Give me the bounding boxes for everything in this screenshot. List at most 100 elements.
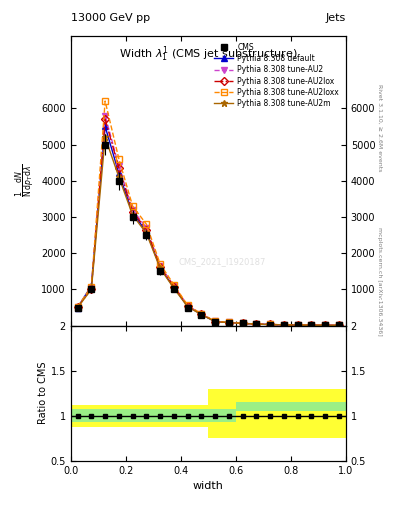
- Pythia 8.308 tune-AU2loxx: [199, 311, 204, 317]
- Pythia 8.308 tune-AU2lox: [158, 264, 163, 270]
- Pythia 8.308 tune-AU2m: [268, 322, 272, 328]
- Pythia 8.308 tune-AU2: [336, 323, 341, 329]
- Pythia 8.308 tune-AU2lox: [171, 284, 176, 290]
- Pythia 8.308 tune-AU2m: [281, 322, 286, 328]
- Line: Pythia 8.308 tune-AU2lox: Pythia 8.308 tune-AU2lox: [75, 116, 342, 328]
- Pythia 8.308 default: [158, 265, 163, 271]
- Y-axis label: Ratio to CMS: Ratio to CMS: [38, 362, 48, 424]
- Y-axis label: $\frac{1}{\mathrm{N}}\frac{\mathrm{d}N}{\mathrm{d}p_T\,\mathrm{d}\lambda}$: $\frac{1}{\mathrm{N}}\frac{\mathrm{d}N}{…: [15, 164, 39, 198]
- Pythia 8.308 tune-AU2loxx: [323, 322, 328, 328]
- Pythia 8.308 tune-AU2m: [103, 134, 108, 140]
- Pythia 8.308 tune-AU2m: [336, 323, 341, 329]
- Pythia 8.308 tune-AU2m: [213, 318, 218, 325]
- Text: mcplots.cern.ch [arXiv:1306.3436]: mcplots.cern.ch [arXiv:1306.3436]: [377, 227, 382, 336]
- Pythia 8.308 tune-AU2loxx: [116, 156, 121, 162]
- Pythia 8.308 tune-AU2loxx: [75, 304, 80, 310]
- Pythia 8.308 tune-AU2m: [226, 319, 231, 326]
- Pythia 8.308 tune-AU2: [226, 319, 231, 326]
- Pythia 8.308 default: [103, 123, 108, 130]
- Pythia 8.308 default: [185, 303, 190, 309]
- Text: 13000 GeV pp: 13000 GeV pp: [71, 13, 150, 23]
- Pythia 8.308 tune-AU2m: [309, 322, 314, 328]
- Pythia 8.308 tune-AU2m: [144, 230, 149, 237]
- Pythia 8.308 tune-AU2loxx: [213, 318, 218, 324]
- Pythia 8.308 tune-AU2loxx: [158, 261, 163, 267]
- Pythia 8.308 tune-AU2loxx: [254, 321, 259, 327]
- Pythia 8.308 tune-AU2: [103, 113, 108, 119]
- Pythia 8.308 tune-AU2lox: [213, 318, 218, 325]
- Line: Pythia 8.308 tune-AU2m: Pythia 8.308 tune-AU2m: [74, 134, 342, 329]
- Pythia 8.308 default: [171, 285, 176, 291]
- Pythia 8.308 tune-AU2: [213, 318, 218, 325]
- Pythia 8.308 tune-AU2m: [185, 304, 190, 310]
- Pythia 8.308 tune-AU2: [309, 322, 314, 328]
- Pythia 8.308 tune-AU2loxx: [240, 320, 245, 326]
- Pythia 8.308 default: [130, 210, 135, 217]
- Pythia 8.308 tune-AU2m: [240, 321, 245, 327]
- Pythia 8.308 tune-AU2lox: [75, 304, 80, 310]
- Pythia 8.308 tune-AU2: [185, 303, 190, 309]
- Pythia 8.308 tune-AU2m: [199, 311, 204, 317]
- Pythia 8.308 tune-AU2m: [89, 286, 94, 292]
- Pythia 8.308 tune-AU2m: [130, 212, 135, 218]
- Pythia 8.308 tune-AU2lox: [130, 208, 135, 215]
- Pythia 8.308 default: [75, 305, 80, 311]
- Pythia 8.308 tune-AU2: [116, 163, 121, 169]
- Pythia 8.308 default: [226, 319, 231, 326]
- Pythia 8.308 tune-AU2lox: [103, 116, 108, 122]
- Pythia 8.308 tune-AU2loxx: [226, 319, 231, 326]
- Pythia 8.308 tune-AU2lox: [226, 319, 231, 326]
- Pythia 8.308 tune-AU2loxx: [185, 302, 190, 308]
- Pythia 8.308 default: [336, 323, 341, 329]
- Pythia 8.308 default: [295, 322, 300, 328]
- Pythia 8.308 tune-AU2: [281, 322, 286, 328]
- Line: Pythia 8.308 tune-AU2loxx: Pythia 8.308 tune-AU2loxx: [75, 98, 342, 328]
- Pythia 8.308 tune-AU2m: [116, 174, 121, 180]
- Pythia 8.308 tune-AU2m: [171, 285, 176, 291]
- Pythia 8.308 default: [309, 322, 314, 328]
- Pythia 8.308 tune-AU2loxx: [171, 282, 176, 288]
- Pythia 8.308 tune-AU2lox: [281, 322, 286, 328]
- Pythia 8.308 tune-AU2m: [323, 322, 328, 328]
- Pythia 8.308 tune-AU2: [268, 322, 272, 328]
- Legend: CMS, Pythia 8.308 default, Pythia 8.308 tune-AU2, Pythia 8.308 tune-AU2lox, Pyth: CMS, Pythia 8.308 default, Pythia 8.308 …: [211, 39, 342, 111]
- Pythia 8.308 tune-AU2: [75, 304, 80, 310]
- Pythia 8.308 tune-AU2lox: [254, 321, 259, 327]
- Pythia 8.308 tune-AU2m: [254, 321, 259, 327]
- Pythia 8.308 tune-AU2: [323, 322, 328, 328]
- Pythia 8.308 tune-AU2lox: [116, 165, 121, 171]
- Pythia 8.308 tune-AU2loxx: [130, 203, 135, 209]
- Text: CMS_2021_I1920187: CMS_2021_I1920187: [178, 258, 266, 266]
- Text: Rivet 3.1.10, ≥ 2.6M events: Rivet 3.1.10, ≥ 2.6M events: [377, 84, 382, 172]
- Pythia 8.308 tune-AU2m: [295, 322, 300, 328]
- Pythia 8.308 tune-AU2loxx: [281, 322, 286, 328]
- Text: Width $\lambda_1^1$ (CMS jet substructure): Width $\lambda_1^1$ (CMS jet substructur…: [119, 45, 298, 64]
- Pythia 8.308 tune-AU2lox: [295, 322, 300, 328]
- Pythia 8.308 tune-AU2m: [75, 305, 80, 311]
- Pythia 8.308 default: [268, 322, 272, 328]
- Pythia 8.308 tune-AU2lox: [336, 323, 341, 329]
- Pythia 8.308 tune-AU2: [158, 263, 163, 269]
- Pythia 8.308 tune-AU2loxx: [268, 322, 272, 328]
- Pythia 8.308 default: [89, 283, 94, 289]
- Pythia 8.308 tune-AU2lox: [144, 226, 149, 232]
- X-axis label: width: width: [193, 481, 224, 491]
- Pythia 8.308 default: [213, 318, 218, 325]
- Pythia 8.308 tune-AU2: [171, 283, 176, 289]
- Pythia 8.308 default: [144, 228, 149, 234]
- Pythia 8.308 tune-AU2: [295, 322, 300, 328]
- Pythia 8.308 tune-AU2: [144, 225, 149, 231]
- Pythia 8.308 tune-AU2lox: [268, 322, 272, 328]
- Pythia 8.308 tune-AU2m: [158, 265, 163, 271]
- Pythia 8.308 tune-AU2loxx: [295, 322, 300, 328]
- Pythia 8.308 tune-AU2: [130, 207, 135, 213]
- Pythia 8.308 tune-AU2: [199, 311, 204, 317]
- Pythia 8.308 tune-AU2: [89, 285, 94, 291]
- Pythia 8.308 tune-AU2lox: [323, 322, 328, 328]
- Pythia 8.308 tune-AU2loxx: [144, 221, 149, 227]
- Pythia 8.308 tune-AU2loxx: [336, 323, 341, 329]
- Text: Jets: Jets: [325, 13, 346, 23]
- Pythia 8.308 default: [281, 322, 286, 328]
- Pythia 8.308 tune-AU2lox: [199, 311, 204, 317]
- Pythia 8.308 default: [199, 311, 204, 317]
